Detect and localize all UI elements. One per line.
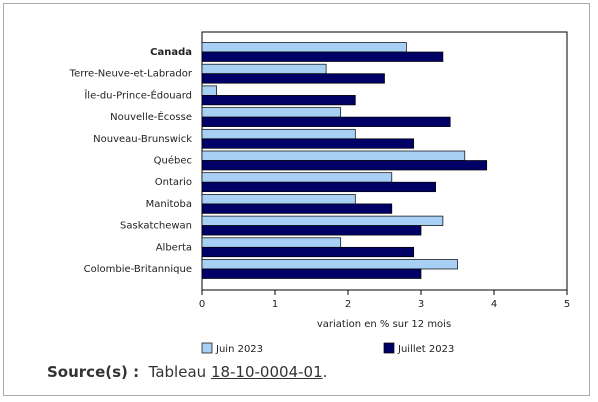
y-tick-label: Québec — [154, 155, 192, 167]
bar — [201, 181, 436, 193]
bar — [201, 194, 356, 205]
bar — [201, 85, 217, 96]
x-tick-label: 2 — [345, 299, 351, 310]
source-label: Source(s) : — [47, 363, 140, 381]
bar — [201, 95, 356, 106]
bar — [201, 42, 407, 53]
bar — [201, 63, 327, 75]
source-text: Tableau — [148, 363, 207, 381]
bar — [201, 203, 393, 214]
legend-swatch — [383, 342, 395, 354]
frame — [3, 3, 590, 396]
bar — [201, 150, 466, 161]
y-tick-label: Manitoba — [146, 199, 192, 210]
bar — [201, 160, 488, 171]
x-axis-label: variation en % sur 12 mois — [317, 319, 451, 330]
bar — [201, 116, 451, 127]
x-tick-label: 5 — [564, 299, 570, 310]
y-tick-label: Nouveau-Brunswick — [93, 134, 192, 145]
bar — [201, 172, 393, 183]
bar — [201, 107, 342, 118]
bar — [201, 246, 415, 258]
y-tick-label: Colombie-Britannique — [84, 264, 192, 275]
x-tick-label: 0 — [199, 299, 205, 310]
legend-swatch — [201, 342, 213, 354]
bar — [201, 237, 342, 248]
y-tick-label: Île-du-Prince-Édouard — [83, 88, 192, 101]
bar — [201, 51, 444, 62]
y-tick-label: Alberta — [156, 242, 192, 253]
source-end: . — [322, 363, 328, 381]
bar — [201, 128, 356, 140]
bar — [201, 268, 422, 279]
legend-label: Juillet 2023 — [397, 344, 454, 355]
x-tick-label: 3 — [418, 299, 424, 310]
x-tick-label: 4 — [491, 299, 497, 310]
bar — [201, 73, 385, 84]
y-tick-label: Saskatchewan — [120, 221, 192, 232]
chart: variation en % sur 12 mois 0 1 2 3 4 5 Canada T… — [69, 31, 570, 355]
y-tick-label: Terre-Neuve-et-Labrador — [69, 69, 193, 80]
source: Source(s) : Tableau 18-10-0004-01. — [47, 363, 327, 381]
bar — [201, 225, 422, 236]
source-link[interactable]: 18-10-0004-01 — [210, 363, 323, 381]
y-tick-label: Ontario — [155, 177, 192, 188]
y-tick-label: Canada — [150, 47, 192, 58]
bar — [201, 259, 458, 270]
legend-label: Juin 2023 — [215, 344, 263, 355]
x-tick-label: 1 — [272, 299, 278, 310]
bar — [201, 138, 415, 149]
bar — [201, 215, 444, 226]
y-tick-label: Nouvelle-Écosse — [110, 110, 192, 123]
